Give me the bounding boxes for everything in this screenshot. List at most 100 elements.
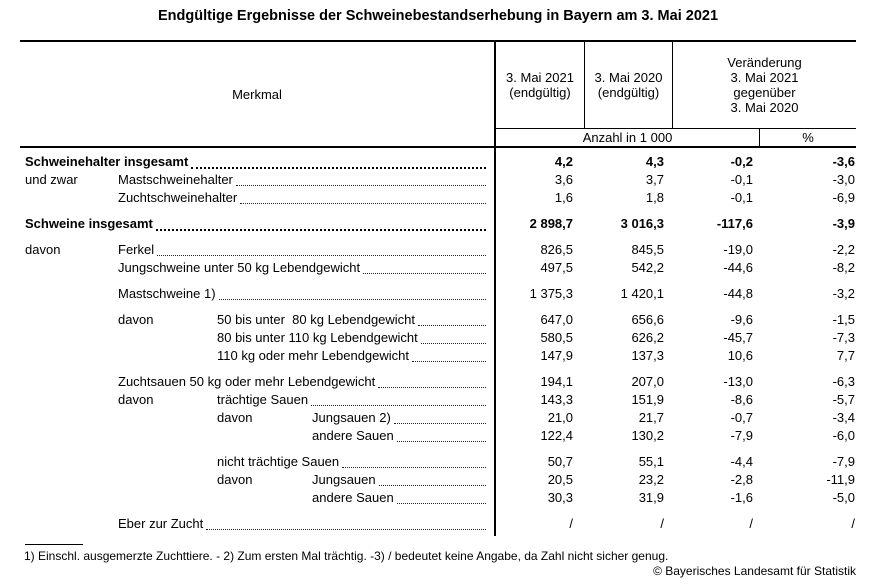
value-change-pct: -2,2 <box>832 242 855 257</box>
row-label-cell: davon Ferkel <box>20 241 496 259</box>
dotted-leader <box>218 285 486 300</box>
value-2021: 647,0 <box>540 312 573 327</box>
value-change-abs: -44,8 <box>723 286 753 301</box>
row-label: Jungschweine unter 50 kg Lebendgewicht <box>118 260 361 275</box>
value-2020: 130,2 <box>631 428 664 443</box>
row-label: Schweinehalter insgesamt <box>25 154 189 169</box>
dotted-leader <box>420 329 486 344</box>
table-body: Schweinehalter insgesamt 4,2 4,3 -0,2 -3… <box>20 148 856 536</box>
row-label: Jungsauen <box>312 472 376 487</box>
table-row: Mastschweine 1) 1 375,3 1 420,1 -44,8 -3… <box>20 285 856 303</box>
col-header-change: Veränderung 3. Mai 2021 gegenüber 3. Mai… <box>727 55 802 115</box>
table-row: Eber zur Zucht / / / / <box>20 515 856 533</box>
value-2021: 21,0 <box>547 410 573 425</box>
value-change-pct: -3,6 <box>832 154 855 169</box>
row-label: Schweine insgesamt <box>25 216 153 231</box>
row-label-cell: andere Sauen <box>20 427 496 445</box>
value-2020: 4,3 <box>645 154 664 169</box>
value-change-pct: -5,0 <box>832 490 855 505</box>
row-label: 80 bis unter 110 kg Lebendgewicht <box>217 330 418 345</box>
value-change-abs: -0,1 <box>730 190 753 205</box>
table-row: davon Jungsauen 20,5 23,2 -2,8 -11,9 <box>20 471 856 489</box>
value-change-abs: -8,6 <box>730 392 753 407</box>
value-2021: 497,5 <box>540 260 573 275</box>
value-change-pct: -3,0 <box>832 172 855 187</box>
value-change-abs: -44,6 <box>723 260 753 275</box>
value-2021: 580,5 <box>540 330 573 345</box>
value-change-pct: / <box>851 516 855 531</box>
dotted-leader <box>240 189 486 204</box>
dotted-leader <box>396 489 486 504</box>
dotted-leader <box>191 153 486 169</box>
copyright: © Bayerisches Landesamt für Statistik <box>653 564 856 578</box>
value-change-pct: -3,4 <box>832 410 855 425</box>
row-prefix: davon <box>217 472 253 487</box>
row-label: nicht trächtige Sauen <box>217 454 340 469</box>
value-2020: 137,3 <box>631 348 664 363</box>
row-label-cell: davon 50 bis unter 80 kg Lebendgewicht <box>20 311 496 329</box>
column-divider-line <box>494 148 496 536</box>
value-2020: 3,7 <box>645 172 664 187</box>
value-2021: 20,5 <box>547 472 573 487</box>
table-row: davon trächtige Sauen 143,3 151,9 -8,6 -… <box>20 391 856 409</box>
row-label-cell: davon Jungsauen 2) <box>20 409 496 427</box>
row-label: Ferkel <box>118 242 155 257</box>
dotted-leader <box>378 471 486 486</box>
table-row: 110 kg oder mehr Lebendgewicht 147,9 137… <box>20 347 856 365</box>
value-2020: 626,2 <box>631 330 664 345</box>
value-change-abs: -7,9 <box>730 428 753 443</box>
value-2021: 4,2 <box>554 154 573 169</box>
value-change-pct: -6,3 <box>832 374 855 389</box>
value-2020: 1,8 <box>645 190 664 205</box>
table-row: Zuchtschweinehalter 1,6 1,8 -0,1 -6,9 <box>20 189 856 207</box>
row-label-cell: Schweinehalter insgesamt <box>20 153 496 171</box>
row-label-cell: Zuchtschweinehalter <box>20 189 496 207</box>
dotted-leader <box>412 347 486 362</box>
value-2020: 845,5 <box>631 242 664 257</box>
dotted-leader <box>342 453 486 468</box>
table-row: 80 bis unter 110 kg Lebendgewicht 580,5 … <box>20 329 856 347</box>
row-prefix: davon <box>118 392 154 407</box>
col-header-2021: 3. Mai 2021 (endgültig) <box>496 42 585 128</box>
dotted-leader <box>311 391 486 406</box>
table-row: davon Jungsauen 2) 21,0 21,7 -0,7 -3,4 <box>20 409 856 427</box>
value-2021: 2 898,7 <box>529 216 573 231</box>
dotted-leader <box>363 259 486 274</box>
dotted-leader <box>206 515 486 530</box>
row-label: 110 kg oder mehr Lebendgewicht <box>217 348 409 363</box>
col-header-2020: 3. Mai 2020 (endgültig) <box>585 42 673 128</box>
value-change-pct: -8,2 <box>832 260 855 275</box>
row-prefix: davon <box>25 242 61 257</box>
value-2021: 1,6 <box>554 190 573 205</box>
table-row: andere Sauen 122,4 130,2 -7,9 -6,0 <box>20 427 856 445</box>
value-change-abs: -1,6 <box>730 490 753 505</box>
table-row: Jungschweine unter 50 kg Lebendgewicht 4… <box>20 259 856 277</box>
row-label: andere Sauen <box>312 490 394 505</box>
value-change-abs: -45,7 <box>723 330 753 345</box>
row-label-cell: Jungschweine unter 50 kg Lebendgewicht <box>20 259 496 277</box>
row-label: Eber zur Zucht <box>118 516 204 531</box>
table-row: und zwar Mastschweinehalter 3,6 3,7 -0,1… <box>20 171 856 189</box>
dotted-leader <box>235 171 486 186</box>
value-change-abs: -0,7 <box>730 410 753 425</box>
table-row: Schweinehalter insgesamt 4,2 4,3 -0,2 -3… <box>20 153 856 171</box>
value-2020: 31,9 <box>638 490 664 505</box>
value-change-pct: -5,7 <box>832 392 855 407</box>
value-change-pct: -7,9 <box>832 454 855 469</box>
table-row: nicht trächtige Sauen 50,7 55,1 -4,4 -7,… <box>20 453 856 471</box>
results-table: Merkmal 3. Mai 2021 (endgültig) 3. Mai 2… <box>20 40 856 536</box>
row-label-cell: davon trächtige Sauen <box>20 391 496 409</box>
value-change-abs: 10,6 <box>727 348 753 363</box>
subheader-percent: % <box>759 129 856 146</box>
row-label: Zuchtschweinehalter <box>118 190 238 205</box>
value-change-abs: -19,0 <box>723 242 753 257</box>
value-change-abs: -0,2 <box>730 154 753 169</box>
row-label: Jungsauen 2) <box>312 410 391 425</box>
table-header: Merkmal 3. Mai 2021 (endgültig) 3. Mai 2… <box>20 40 856 148</box>
value-change-pct: -11,9 <box>826 472 855 487</box>
footnote-separator <box>25 544 83 545</box>
row-label-cell: Zuchtsauen 50 kg oder mehr Lebendgewicht <box>20 373 496 391</box>
row-label: 50 bis unter 80 kg Lebendgewicht <box>217 312 416 327</box>
value-2020: 23,2 <box>638 472 664 487</box>
